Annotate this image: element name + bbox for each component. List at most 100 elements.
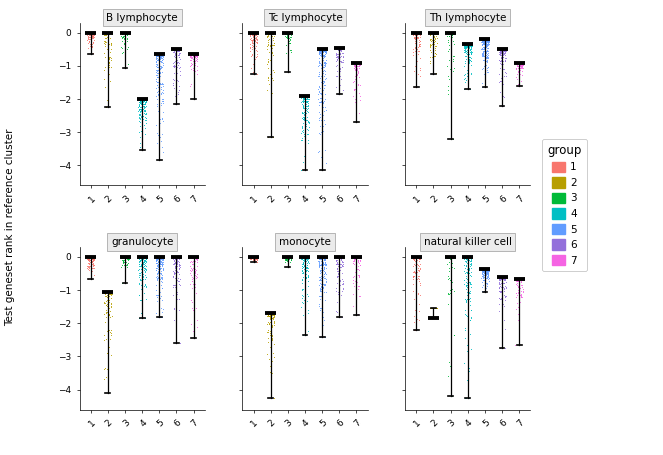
Point <box>500 273 511 281</box>
Point <box>349 254 359 261</box>
Point <box>139 122 150 129</box>
Point <box>337 286 348 293</box>
Point <box>320 53 330 60</box>
Point <box>479 266 489 273</box>
Point <box>157 254 168 261</box>
Point <box>245 43 255 51</box>
Point <box>459 253 470 261</box>
Point <box>136 256 147 263</box>
Point <box>332 44 342 51</box>
Point <box>348 59 359 66</box>
Point <box>514 275 525 283</box>
Point <box>169 281 180 288</box>
Point <box>137 96 148 103</box>
Point <box>511 59 521 66</box>
Point <box>351 253 362 261</box>
Point <box>263 310 273 317</box>
Point <box>168 254 179 261</box>
Point <box>138 260 149 267</box>
Point <box>117 256 127 263</box>
Point <box>516 61 526 68</box>
Point <box>465 41 476 48</box>
Point <box>461 66 472 74</box>
Point <box>151 52 162 60</box>
Point <box>512 61 523 68</box>
Point <box>300 253 311 261</box>
Point <box>317 79 328 86</box>
Point <box>480 46 491 53</box>
Point <box>86 30 96 37</box>
Point <box>483 266 493 273</box>
Point <box>320 46 331 54</box>
Point <box>250 253 261 261</box>
Point <box>297 93 308 100</box>
Point <box>351 259 362 266</box>
Point <box>84 29 95 36</box>
Point <box>347 60 358 67</box>
Point <box>89 253 99 261</box>
Point <box>298 253 308 261</box>
Point <box>188 254 198 261</box>
Point <box>156 97 167 105</box>
Point <box>445 29 455 36</box>
Point <box>135 96 146 103</box>
Point <box>86 29 97 36</box>
Point <box>411 253 422 261</box>
Point <box>153 253 164 261</box>
Point <box>316 253 327 261</box>
Point <box>151 273 162 280</box>
Point <box>156 253 167 261</box>
Point <box>137 132 147 140</box>
Point <box>428 38 438 46</box>
Point <box>88 29 98 36</box>
Point <box>516 291 526 298</box>
Point <box>88 30 99 37</box>
Point <box>152 56 163 63</box>
Point <box>514 69 524 76</box>
Point <box>151 255 162 262</box>
Point <box>459 45 469 52</box>
Point <box>443 253 453 261</box>
Point <box>282 32 292 40</box>
Point <box>514 309 524 316</box>
Point <box>443 91 453 98</box>
Point <box>300 265 310 273</box>
Point <box>299 253 310 261</box>
Point <box>427 29 438 36</box>
Point <box>174 253 185 261</box>
Point <box>155 253 166 261</box>
Point <box>139 254 150 261</box>
Point <box>262 329 272 336</box>
Point <box>186 265 197 273</box>
Point <box>448 254 458 261</box>
Point <box>481 54 491 61</box>
Point <box>443 255 453 262</box>
Point <box>139 254 150 261</box>
Point <box>482 51 493 58</box>
Point <box>191 52 202 59</box>
Point <box>314 116 324 124</box>
Point <box>296 167 306 174</box>
Point <box>432 29 442 36</box>
Point <box>332 253 343 261</box>
Point <box>101 309 111 317</box>
Point <box>88 29 99 36</box>
Point <box>188 261 198 268</box>
Point <box>158 254 168 262</box>
Point <box>251 33 261 40</box>
Point <box>103 310 114 318</box>
Point <box>335 253 346 261</box>
Point <box>442 254 452 262</box>
Point <box>140 96 151 103</box>
Point <box>136 262 147 269</box>
Point <box>83 254 93 261</box>
Point <box>188 51 199 59</box>
Point <box>482 36 493 44</box>
Point <box>298 253 308 261</box>
Point <box>478 38 489 45</box>
Point <box>481 265 492 273</box>
Point <box>157 51 168 58</box>
Point <box>304 253 314 261</box>
Point <box>414 65 425 72</box>
Point <box>269 32 279 40</box>
